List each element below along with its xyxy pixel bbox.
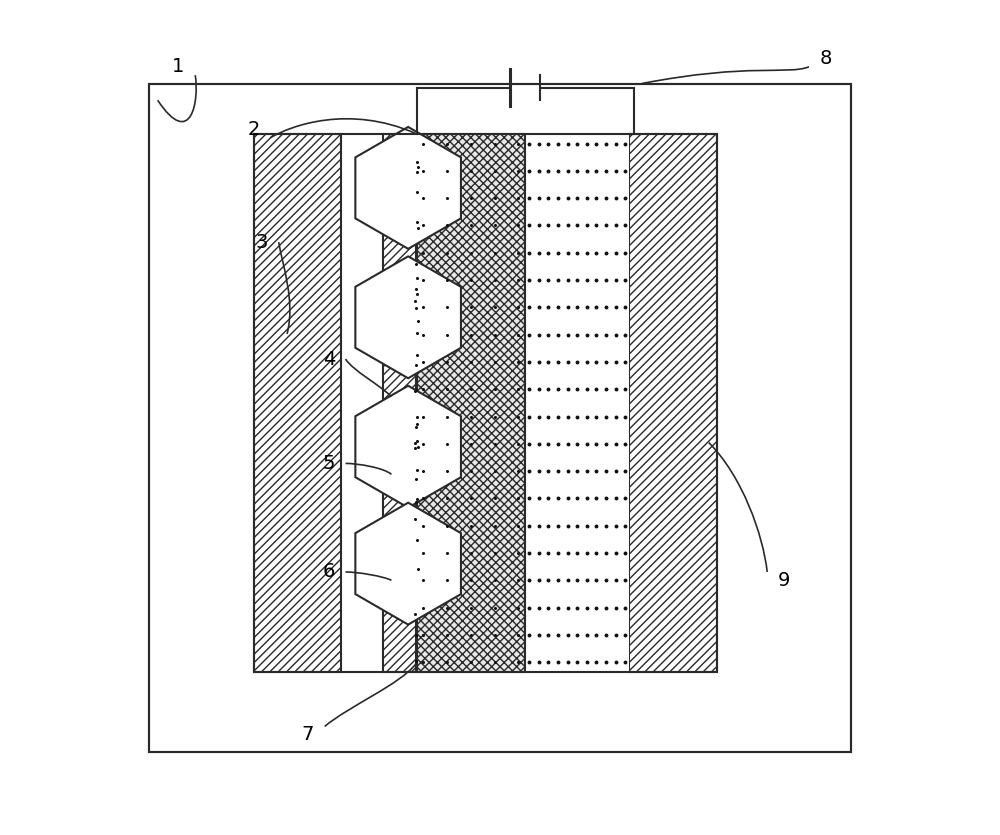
Bar — [416, 134, 525, 672]
Bar — [254, 134, 717, 672]
Polygon shape — [355, 503, 461, 625]
Bar — [149, 84, 851, 752]
Text: 6: 6 — [323, 563, 335, 581]
Bar — [525, 134, 629, 672]
Text: 2: 2 — [247, 120, 260, 139]
Text: 7: 7 — [302, 726, 314, 744]
Bar — [149, 84, 851, 752]
Text: 8: 8 — [819, 49, 832, 68]
Text: 4: 4 — [323, 350, 335, 368]
Text: 5: 5 — [323, 454, 335, 473]
Bar — [254, 134, 341, 672]
Polygon shape — [355, 256, 461, 378]
Polygon shape — [355, 127, 461, 249]
Bar — [383, 134, 416, 672]
Text: 1: 1 — [172, 58, 185, 76]
Text: 3: 3 — [256, 233, 268, 251]
Text: 9: 9 — [778, 571, 790, 590]
Polygon shape — [355, 386, 461, 508]
Bar — [629, 134, 717, 672]
